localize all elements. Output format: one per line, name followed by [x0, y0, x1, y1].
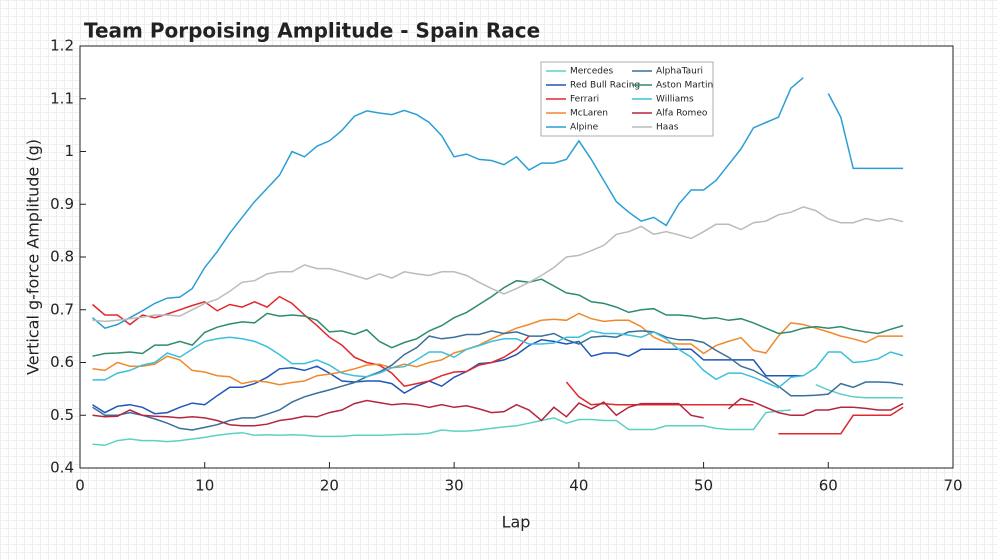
series-line: [92, 278, 904, 357]
x-tick-label: 50: [694, 477, 713, 495]
chart-title: Team Porpoising Amplitude - Spain Race: [84, 19, 540, 43]
legend-label: McLaren: [570, 109, 608, 119]
series-line: [92, 384, 904, 447]
legend-label: Alpine: [570, 123, 599, 133]
x-axis-label: Lap: [502, 513, 531, 532]
series-line: [92, 206, 904, 323]
x-tick-label: 40: [569, 477, 588, 495]
legend-label: Alfa Romeo: [656, 109, 708, 119]
legend-box: [540, 61, 714, 137]
legend-label: Aston Martin: [656, 81, 713, 91]
x-tick-label: 0: [75, 477, 85, 495]
x-tick-label: 30: [445, 477, 464, 495]
legend-label: AlphaTauri: [656, 67, 703, 77]
y-tick-label: 0.9: [50, 195, 74, 213]
series-line: [92, 330, 904, 431]
y-tick-label: 1.2: [50, 37, 74, 55]
x-tick-label: 10: [195, 477, 214, 495]
plot-area: [80, 46, 953, 468]
y-tick-label: 0.8: [50, 248, 74, 266]
legend-label: Haas: [656, 123, 679, 133]
y-tick-label: 0.7: [50, 300, 74, 318]
x-tick-label: 60: [819, 477, 838, 495]
y-tick-label: 1.1: [50, 89, 74, 107]
series-line: [92, 312, 904, 386]
series-line: [92, 330, 904, 389]
axes-box: [79, 45, 954, 469]
series-line: [92, 397, 904, 427]
y-tick-label: 1: [64, 142, 74, 160]
legend-label: Williams: [656, 95, 694, 105]
legend-label: Red Bull Racing: [570, 81, 640, 91]
x-tick-label: 20: [320, 477, 339, 495]
legend-label: Mercedes: [570, 67, 614, 77]
x-tick-label: 70: [943, 477, 962, 495]
legend-label: Ferrari: [570, 95, 599, 105]
series-line: [92, 77, 904, 330]
y-tick-label: 0.6: [50, 353, 74, 371]
y-axis-label: Vertical g-force Amplitude (g): [24, 139, 43, 375]
y-tick-label: 0.4: [50, 459, 74, 477]
series-line: [92, 339, 804, 415]
y-tick-label: 0.5: [50, 406, 74, 424]
